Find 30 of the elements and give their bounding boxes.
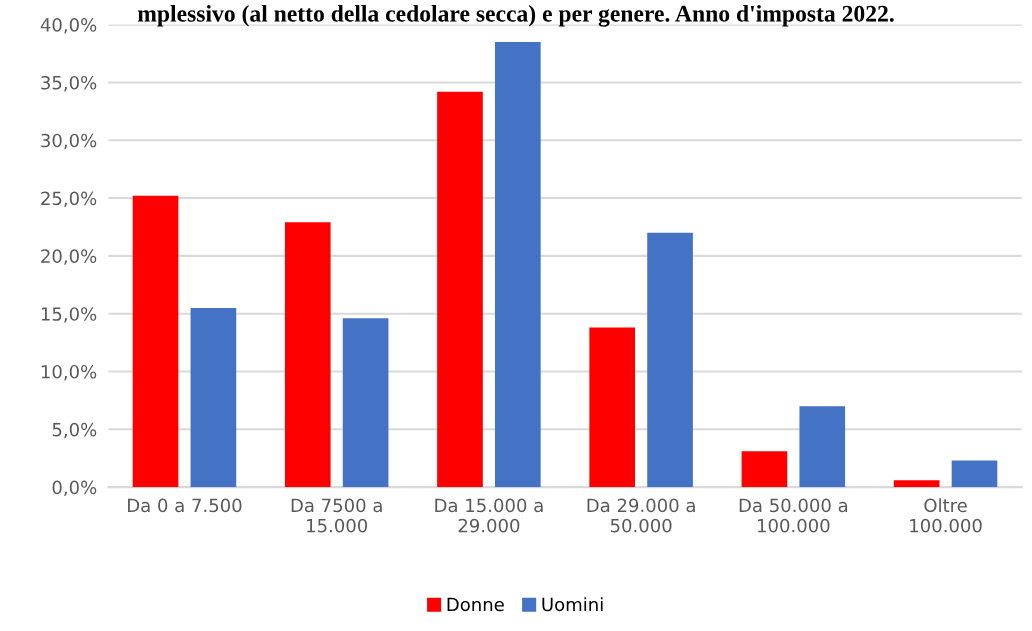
- legend-label: Donne: [447, 597, 504, 612]
- y-tick-label: 20,0%: [41, 249, 97, 265]
- x-tick-label: Da 29.000 a 50.000: [587, 498, 695, 533]
- x-tick-label: Oltre 100.000: [910, 498, 982, 533]
- bar: [951, 460, 998, 488]
- bar: [741, 451, 788, 488]
- bar: [190, 307, 237, 488]
- y-tick-label: 30,0%: [41, 133, 97, 150]
- bar: [647, 232, 693, 488]
- y-tick-label: 10,0%: [41, 364, 97, 381]
- bar: [589, 327, 636, 488]
- x-tick-label: Da 15.000 a 29.000: [435, 498, 543, 533]
- x-tick-label: Da 7500 a 15.000: [291, 498, 382, 533]
- bar: [437, 91, 483, 488]
- chart-title: mplessivo (al netto della cedolare secca) e per genere. Anno d'imposta 2022.: [137, 5, 894, 27]
- bar: [495, 41, 541, 488]
- bar: [893, 480, 940, 488]
- x-tick-label: Da 0 a 7.500: [128, 498, 242, 513]
- y-tick-label: 5,0%: [52, 422, 97, 439]
- y-tick-label: 40,0%: [40, 18, 97, 34]
- bar: [799, 406, 846, 488]
- x-tick-label: Da 50.000 a 100.000: [739, 498, 848, 533]
- bar: [342, 318, 389, 488]
- bar: [132, 195, 179, 488]
- y-tick-label: 0,0%: [52, 480, 97, 497]
- y-tick-label: 15,0%: [41, 307, 97, 323]
- legend-label: Uomini: [542, 597, 603, 612]
- y-tick-label: 35,0%: [41, 75, 97, 92]
- y-tick-label: 25,0%: [41, 191, 97, 208]
- bar: [284, 222, 331, 488]
